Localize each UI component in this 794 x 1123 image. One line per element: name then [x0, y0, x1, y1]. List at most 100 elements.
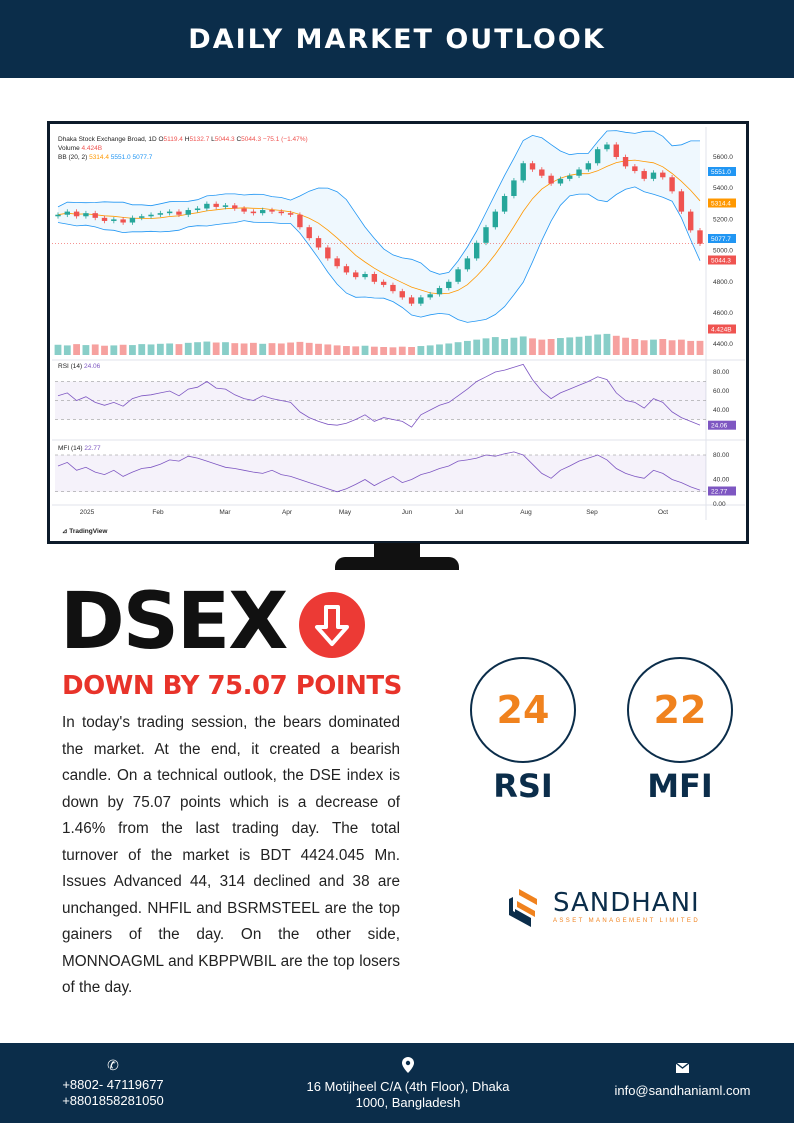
- candle: [92, 213, 98, 218]
- volume-bar: [222, 342, 229, 355]
- volume-bar: [231, 343, 239, 355]
- price-tick: 4400.0: [713, 341, 733, 348]
- rsi-tick: 60.00: [713, 388, 730, 395]
- candle: [576, 169, 582, 176]
- volume-bar: [203, 341, 211, 355]
- volume-bar: [594, 334, 602, 355]
- candle: [55, 214, 61, 217]
- volume-bar: [454, 342, 462, 355]
- volume-bar: [101, 345, 108, 355]
- address-line-2: 1000, Bangladesh: [355, 1095, 461, 1110]
- volume-bar: [352, 346, 360, 355]
- candle: [353, 272, 359, 278]
- legend-symbol: Dhaka Stock Exchange Broad, 1D: [58, 136, 157, 143]
- x-tick: May: [339, 509, 352, 516]
- candle: [204, 203, 210, 209]
- candle: [287, 213, 294, 215]
- phone-icon: ✆: [107, 1057, 119, 1073]
- volume-bar: [73, 344, 81, 355]
- logo-mark-icon: [509, 889, 537, 927]
- x-tick: Jul: [455, 509, 464, 516]
- lower-band-badge: 5077.7: [711, 236, 731, 243]
- volume-bar: [566, 337, 574, 355]
- volume-bar: [175, 344, 183, 355]
- candle: [259, 210, 266, 214]
- candle: [436, 288, 443, 295]
- upper-band-badge-bg: [708, 167, 736, 176]
- candle: [687, 211, 694, 231]
- x-tick: Feb: [152, 509, 164, 516]
- volume-bar: [398, 346, 406, 355]
- volume-bar: [240, 343, 248, 355]
- candle: [380, 281, 387, 285]
- candle: [604, 144, 610, 150]
- mfi-tick: 0.00: [713, 501, 726, 508]
- candle: [455, 269, 461, 282]
- headline: DOWN BY 75.07 POINTS: [62, 671, 402, 701]
- phone-1: +8802- 47119677: [62, 1077, 164, 1092]
- candle: [213, 203, 219, 207]
- candle: [641, 171, 647, 179]
- price-tick: 4800.0: [713, 279, 733, 286]
- footer: ✆ +8802- 47119677 +8801858281050 16 Moti…: [0, 1043, 794, 1123]
- lower-band-badge-bg: [708, 234, 736, 243]
- volume-bar: [687, 340, 695, 355]
- email-link[interactable]: info@sandhaniaml.com: [614, 1083, 751, 1098]
- candle: [567, 175, 573, 179]
- volume-bar: [501, 339, 509, 355]
- volume-bar: [259, 343, 267, 355]
- x-tick: Mar: [219, 509, 231, 516]
- mfi-badge: 22.77: [711, 488, 728, 495]
- volume-bar: [482, 338, 490, 355]
- x-tick: Aug: [520, 509, 532, 516]
- volume-bar: [129, 345, 136, 355]
- rsi-label: RSI: [493, 767, 553, 805]
- page-title: DAILY MARKET OUTLOOK: [188, 23, 606, 55]
- basis-badge: 5314.4: [711, 200, 731, 207]
- x-tick: 2025: [80, 509, 95, 516]
- candle: [343, 266, 350, 273]
- candle: [697, 230, 703, 244]
- monitor-frame: Dhaka Stock Exchange Broad, 1D O5119.4 H…: [47, 121, 749, 544]
- candle: [185, 210, 191, 215]
- market-summary: In today's trading session, the bears do…: [62, 714, 400, 996]
- candle: [101, 217, 108, 221]
- mfi-label: MFI: [647, 767, 713, 805]
- svg-text:RSI (14) 24.06: RSI (14) 24.06: [58, 363, 101, 370]
- close-badge-bg: [708, 255, 736, 265]
- candle: [548, 175, 554, 184]
- volume-badge-bg: [708, 324, 736, 334]
- volume-bar: [426, 345, 434, 355]
- candle: [669, 177, 675, 192]
- candle: [408, 297, 415, 304]
- svg-text:Dhaka Stock Exchange Broad, 1D: Dhaka Stock Exchange Broad, 1D O5119.4 H…: [58, 136, 308, 143]
- volume-bar: [268, 343, 276, 355]
- candle: [390, 284, 396, 292]
- candle: [64, 211, 71, 215]
- rsi-badge-bg: [708, 420, 736, 430]
- volume-bar: [305, 342, 313, 355]
- candle: [362, 274, 368, 278]
- bb-basis-line: [57, 159, 701, 295]
- email-icon: [675, 1062, 690, 1073]
- market-chart: Dhaka Stock Exchange Broad, 1D O5119.4 H…: [52, 127, 745, 535]
- candle: [306, 227, 312, 239]
- svg-text:BB (20, 2) 5314.4 5551.0 5077.: BB (20, 2) 5314.4 5551.0 5077.7: [58, 154, 153, 161]
- x-tick: Apr: [282, 509, 293, 516]
- mfi-value: 22: [627, 657, 733, 763]
- volume-bar: [668, 340, 676, 355]
- volume-bar: [296, 341, 304, 355]
- mfi-badge-bg: [708, 486, 736, 496]
- candle: [325, 247, 331, 259]
- candle: [269, 210, 275, 212]
- candle: [650, 172, 657, 179]
- volume-bar: [491, 337, 499, 355]
- candle: [520, 163, 526, 181]
- volume-bar: [156, 343, 164, 355]
- price-tick: 5600.0: [713, 154, 733, 161]
- tradingview-watermark: TradingView: [69, 528, 108, 535]
- candle: [539, 169, 545, 176]
- candle: [678, 191, 685, 212]
- price-tick: 5400.0: [713, 185, 733, 192]
- volume-bar: [343, 346, 350, 355]
